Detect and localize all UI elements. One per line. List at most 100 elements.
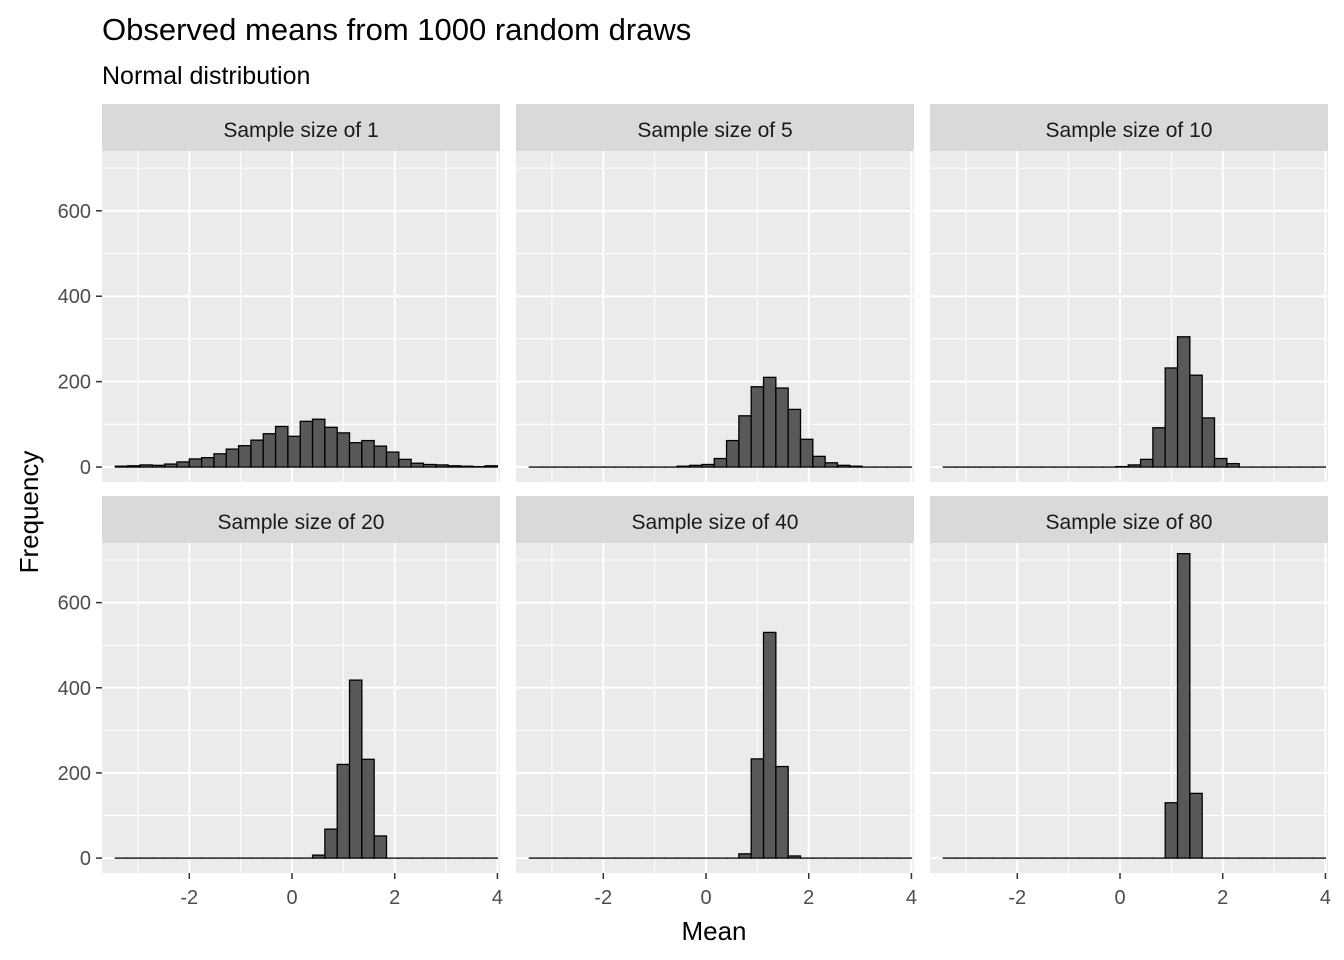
y-tick-label: 600: [58, 201, 91, 223]
facet-panel: Sample size of 5: [516, 104, 914, 482]
facet-strip-label: Sample size of 80: [1046, 511, 1213, 534]
y-tick-label: 600: [58, 593, 91, 615]
facet-strip-label: Sample size of 5: [637, 119, 792, 142]
y-tick-label: 400: [58, 286, 91, 308]
facet-strip: [516, 104, 914, 151]
histogram-bar: [410, 462, 425, 468]
histogram-bar: [373, 445, 388, 468]
histogram-bar: [750, 386, 765, 468]
facet-panel: Sample size of 80 -2 0 2 4: [930, 496, 1331, 909]
histogram-bar: [200, 457, 215, 468]
histogram-bar: [324, 828, 338, 859]
histogram-bar: [849, 465, 863, 468]
x-tick-label: 4: [906, 887, 917, 909]
x-tick-label: 0: [700, 887, 711, 909]
histogram-bar: [762, 376, 777, 468]
histogram-bar: [435, 464, 449, 468]
x-axis-title: Mean: [681, 916, 746, 946]
histogram-bar: [787, 855, 802, 859]
histogram-bar: [1176, 336, 1191, 468]
facet-panel: Sample size of 10: [930, 104, 1328, 482]
histogram-bar: [824, 462, 839, 468]
histogram-bar: [336, 432, 351, 468]
facet-strip: [516, 496, 914, 543]
histogram-bar: [311, 418, 326, 468]
histogram-bar: [336, 763, 351, 859]
histogram-bar: [787, 408, 802, 468]
histogram-bar: [361, 758, 375, 859]
histogram-bar: [311, 854, 326, 859]
histogram-bar: [738, 415, 752, 468]
y-tick-label: 200: [58, 763, 91, 785]
histogram-bar: [287, 435, 301, 468]
histogram-bar: [447, 465, 462, 468]
histogram-bar: [385, 451, 400, 468]
facet-strip-label: Sample size of 20: [218, 511, 385, 534]
histogram-bar: [1152, 427, 1166, 468]
x-tick-label: 2: [1217, 887, 1228, 909]
chart-subtitle: Normal distribution: [102, 62, 310, 90]
x-tick-label: -2: [180, 887, 198, 909]
facet-strip-label: Sample size of 1: [223, 119, 378, 142]
facet-panel: Sample size of 1 0 200 400 600: [58, 104, 500, 482]
histogram-bar: [237, 445, 252, 468]
histogram-bar: [164, 463, 178, 468]
histogram-bar: [725, 439, 740, 468]
facet-strip-label: Sample size of 10: [1046, 119, 1213, 142]
histogram-bar: [750, 758, 765, 859]
histogram-bar: [348, 679, 363, 859]
y-tick-label: 0: [80, 457, 91, 479]
histogram-bar: [1176, 552, 1191, 859]
histogram-bar: [1226, 462, 1240, 468]
facet-strip: [102, 496, 500, 543]
histogram-bar: [812, 455, 826, 468]
histogram-bar: [701, 463, 715, 468]
y-tick-label: 200: [58, 372, 91, 394]
histogram-bar: [373, 835, 388, 859]
histogram-bar: [775, 765, 789, 859]
facet-strip: [102, 104, 500, 151]
histogram-bar: [1189, 374, 1203, 468]
histogram-bar: [348, 442, 363, 468]
x-tick-label: 0: [286, 887, 297, 909]
x-tick-label: 2: [803, 887, 814, 909]
histogram-bar: [762, 631, 777, 859]
histogram-bar: [422, 463, 437, 468]
histogram-bar: [459, 465, 474, 468]
y-tick-label: 400: [58, 678, 91, 700]
x-tick-label: -2: [1008, 887, 1026, 909]
histogram-bar: [151, 464, 166, 468]
histogram-bar: [484, 465, 499, 468]
histogram-bar: [127, 465, 141, 468]
panel-background: [930, 543, 1328, 873]
histogram-bar: [188, 458, 203, 468]
panel-background: [930, 151, 1328, 482]
facet-strip-label: Sample size of 40: [632, 511, 799, 534]
histogram-bar: [713, 457, 728, 468]
histogram-bar: [1189, 792, 1203, 859]
histogram-bar: [225, 448, 240, 468]
histogram-bar: [114, 465, 129, 468]
histogram-bar: [139, 464, 153, 468]
histogram-bar: [1164, 802, 1179, 859]
histogram-bar: [836, 464, 851, 468]
histogram-bar: [775, 387, 789, 468]
chart-title: Observed means from 1000 random draws: [102, 12, 691, 47]
panel-background: [102, 543, 500, 873]
histogram-bar: [213, 453, 227, 468]
x-tick-label: 2: [389, 887, 400, 909]
histogram-bar: [1164, 367, 1179, 468]
histogram-bar: [688, 464, 703, 468]
histogram-bar: [1127, 464, 1142, 468]
x-tick-label: 0: [1114, 887, 1125, 909]
histogram-bar: [324, 426, 338, 468]
histogram-bar: [1213, 457, 1228, 468]
x-tick-label: 4: [492, 887, 503, 909]
histogram-bar: [176, 461, 190, 468]
histogram-bar: [274, 425, 289, 468]
x-tick-label: -2: [594, 887, 612, 909]
panel-background: [516, 151, 914, 482]
facet-strip: [930, 496, 1328, 543]
